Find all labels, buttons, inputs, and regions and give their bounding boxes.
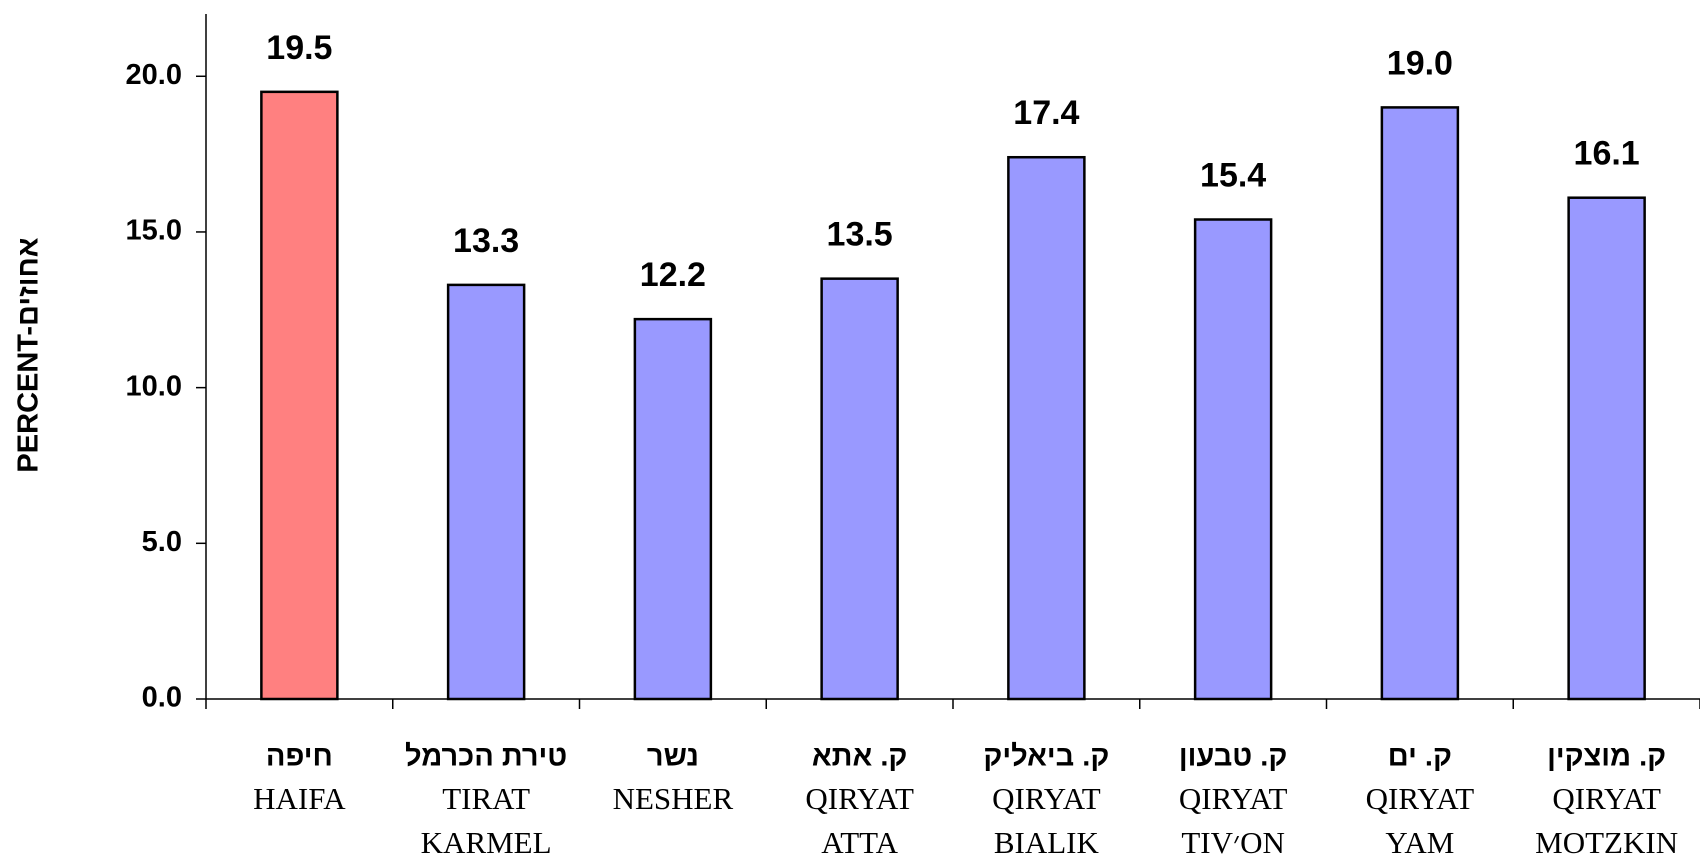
x-tick-label: KARMEL <box>421 825 552 860</box>
x-tick-label: QIRYAT <box>1552 781 1661 816</box>
y-axis-label: PERCENT-אחוזים <box>13 237 45 472</box>
x-tick-label-hebrew: ק. ים <box>1388 741 1452 773</box>
data-label: 16.1 <box>1574 135 1640 173</box>
x-tick-label: TIV׳ON <box>1181 825 1285 860</box>
x-tick-label-hebrew: טירת הכרמל <box>405 741 567 773</box>
bar <box>1007 155 1086 701</box>
y-tick-label: 15.0 <box>126 215 182 247</box>
y-tick-label: 10.0 <box>126 370 182 402</box>
x-tick-label: QIRYAT <box>992 781 1101 816</box>
bar <box>260 90 339 701</box>
data-label: 19.0 <box>1387 44 1453 82</box>
bar <box>1567 196 1646 701</box>
data-label: 17.4 <box>1013 94 1079 132</box>
bar <box>446 283 526 701</box>
x-tick-label-hebrew: חיפה <box>266 741 333 773</box>
x-tick-label-hebrew: ק. מוצקין <box>1547 741 1666 773</box>
x-tick-label: QIRYAT <box>1179 781 1288 816</box>
x-tick-label: ATTA <box>821 825 898 860</box>
x-tick-label: TIRAT <box>442 781 530 816</box>
x-tick-label-hebrew: ק. טבעון <box>1179 741 1287 773</box>
y-tick-label: 20.0 <box>126 59 182 91</box>
x-tick-label-hebrew: ק. ביאליק <box>983 741 1109 773</box>
x-tick-label-hebrew: ק. אתא <box>812 741 907 773</box>
data-label: 13.3 <box>453 222 519 260</box>
bar <box>1193 218 1273 701</box>
x-tick-label: QIRYAT <box>805 781 914 816</box>
x-tick-label-hebrew: נשר <box>647 741 699 773</box>
x-tick-label: QIRYAT <box>1366 781 1475 816</box>
bar <box>1380 106 1460 701</box>
data-label: 15.4 <box>1200 156 1266 194</box>
x-tick-label: YAM <box>1385 825 1454 860</box>
data-label: 12.2 <box>640 256 706 294</box>
bar <box>820 277 899 701</box>
x-tick-label: HAIFA <box>253 781 346 816</box>
bar <box>633 317 713 701</box>
x-tick-label: BIALIK <box>994 825 1100 860</box>
x-tick-label: NESHER <box>613 781 734 816</box>
y-tick-label: 5.0 <box>142 526 182 558</box>
x-tick-label: MOTZKIN <box>1535 825 1678 860</box>
data-label: 13.5 <box>827 216 893 254</box>
y-tick-label: 0.0 <box>142 682 182 714</box>
data-label: 19.5 <box>266 29 332 67</box>
